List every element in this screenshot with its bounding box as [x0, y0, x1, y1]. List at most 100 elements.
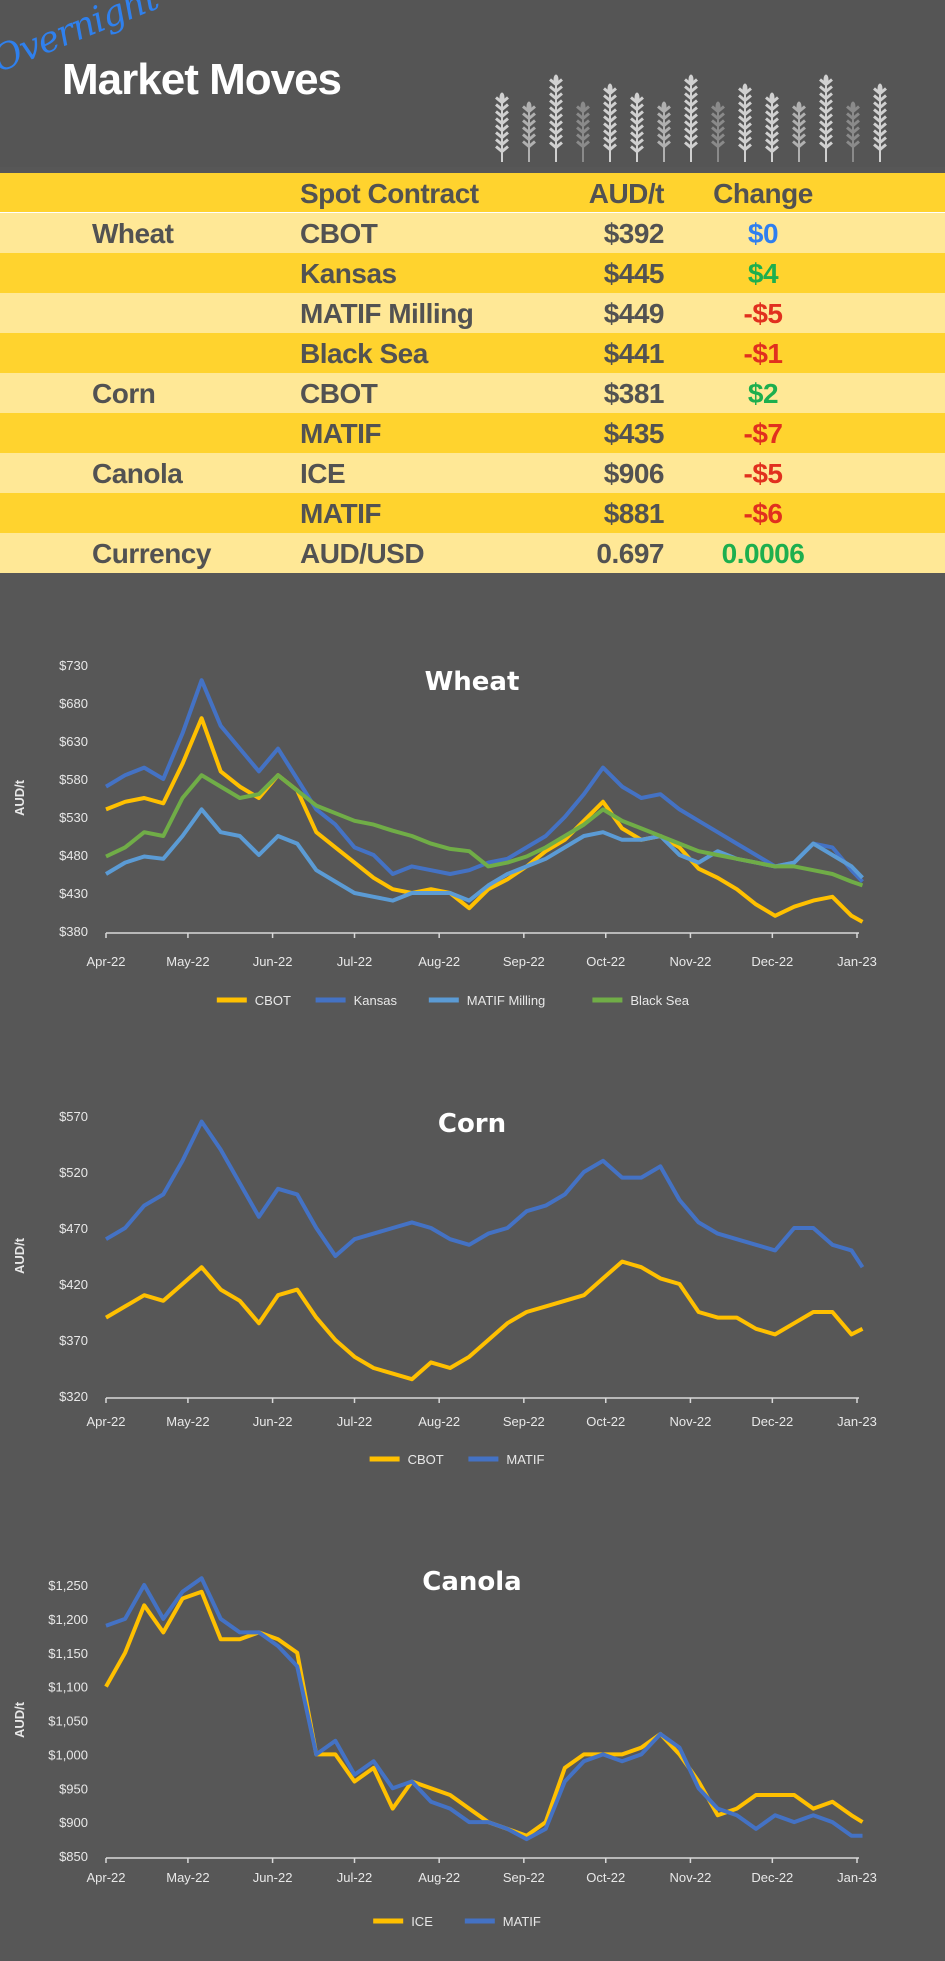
y-tick-label: $730 — [59, 658, 88, 673]
price-cell: $435 — [603, 418, 665, 449]
x-tick-label: May-22 — [166, 954, 209, 969]
legend-label: MATIF — [503, 1914, 541, 1929]
change-cell: $4 — [747, 258, 779, 289]
y-axis-label: AUD/t — [12, 1701, 27, 1738]
series-line-matif — [105, 1576, 863, 1842]
x-tick-label: Oct-22 — [586, 1870, 625, 1885]
legend-item: CBOT — [216, 993, 291, 1008]
price-cell: $381 — [603, 378, 665, 409]
wheat-ear-icon — [522, 101, 536, 162]
wheat-ear-icon — [549, 74, 563, 162]
y-tick-label: $470 — [59, 1221, 88, 1236]
y-tick-label: $1,050 — [48, 1714, 88, 1729]
wheat-ear-icon — [657, 101, 671, 162]
legend-item: CBOT — [369, 1452, 444, 1467]
table-header-row: Spot Contract AUD/t Change — [0, 173, 945, 213]
x-tick-label: Aug-22 — [418, 954, 460, 969]
chart-wheat: Wheat AUD/t $380 $430 $480 $530 $580 $630 $680 $7… — [12, 658, 877, 1008]
y-tick-label: $1,200 — [48, 1612, 88, 1627]
prices-table: Spot Contract AUD/t Change Wheat CBOT $392… — [0, 173, 945, 573]
x-tick-label: Sep-22 — [503, 1870, 545, 1885]
y-tick-label: $570 — [59, 1109, 88, 1124]
change-cell: -$5 — [743, 298, 783, 329]
wheat-ear-icon — [576, 101, 590, 162]
legend-label: MATIF — [506, 1452, 544, 1467]
series-line-matif — [104, 1119, 865, 1269]
contract-cell: Black Sea — [300, 338, 428, 369]
wheat-ear-icon — [792, 101, 806, 162]
wheat-ears-icon — [495, 74, 887, 162]
wheat-ear-icon — [765, 92, 779, 162]
contract-cell: AUD/USD — [300, 538, 425, 569]
table-row: MATIF Milling $449 -$5 — [0, 293, 945, 333]
wheat-ear-icon — [603, 83, 617, 162]
change-cell: $2 — [747, 378, 779, 409]
legend-item: MATIF Milling — [428, 993, 545, 1008]
y-tick-label: $1,250 — [48, 1578, 88, 1593]
change-cell: 0.0006 — [721, 538, 805, 569]
series-line-ice — [104, 1589, 864, 1838]
series-line-cbot — [105, 716, 864, 924]
y-tick-label: $480 — [59, 848, 88, 863]
y-tick-label: $850 — [59, 1849, 88, 1864]
x-tick-label: Jul-22 — [337, 1414, 372, 1429]
wheat-ear-icon — [630, 92, 644, 162]
wheat-ear-icon — [684, 74, 698, 162]
x-tick-label: Jun-22 — [253, 954, 293, 969]
legend-label: CBOT — [408, 1452, 444, 1467]
contract-cell: Kansas — [300, 258, 397, 289]
y-tick-label: $580 — [59, 772, 88, 787]
y-tick-label: $380 — [59, 924, 88, 939]
change-cell: $0 — [747, 218, 779, 249]
contract-cell: MATIF — [300, 498, 381, 529]
x-tick-label: Apr-22 — [86, 954, 125, 969]
legend-item: Black Sea — [592, 993, 690, 1008]
chart-title: Wheat — [425, 667, 520, 697]
y-tick-label: $420 — [59, 1277, 88, 1292]
header-banner: Overnight Market Moves — [0, 0, 945, 167]
series-line-kansas — [104, 678, 864, 883]
table-row: Currency AUD/USD 0.697 0.0006 — [0, 533, 945, 573]
legend-item: ICE — [373, 1914, 433, 1929]
contract-cell: CBOT — [300, 218, 378, 249]
x-tick-label: Oct-22 — [586, 954, 625, 969]
x-tick-label: Jan-23 — [837, 1870, 877, 1885]
legend-item: MATIF — [464, 1914, 541, 1929]
header-title: Market Moves — [62, 55, 342, 104]
column-header-price: AUD/t — [588, 178, 665, 209]
wheat-ear-icon — [738, 83, 752, 162]
legend-label: Kansas — [354, 993, 398, 1008]
legend-label: Black Sea — [630, 993, 689, 1008]
chart-title: Corn — [438, 1109, 506, 1139]
table-row: Wheat CBOT $392 $0 — [0, 213, 945, 253]
x-tick-label: Jan-23 — [837, 1414, 877, 1429]
legend-item: MATIF — [468, 1452, 544, 1467]
y-tick-label: $320 — [59, 1389, 88, 1404]
y-tick-label: $680 — [59, 696, 88, 711]
table-row: MATIF $435 -$7 — [0, 413, 945, 453]
y-tick-label: $530 — [59, 810, 88, 825]
legend-item: Kansas — [315, 993, 398, 1008]
x-tick-label: Nov-22 — [669, 1870, 711, 1885]
x-tick-label: Dec-22 — [751, 1870, 793, 1885]
y-axis-label: AUD/t — [12, 1237, 27, 1274]
y-tick-label: $520 — [59, 1165, 88, 1180]
x-tick-label: Sep-22 — [503, 954, 545, 969]
series-line-black-sea — [105, 773, 864, 888]
y-axis-label: AUD/t — [12, 779, 27, 816]
category-cell: Currency — [92, 538, 211, 569]
chart-canola: Canola AUD/t $850 $900 $950 $1,000 $1,050 $1,10… — [12, 1567, 877, 1929]
change-cell: -$6 — [743, 498, 783, 529]
category-cell: Corn — [92, 378, 156, 409]
y-tick-label: $630 — [59, 734, 88, 749]
x-tick-label: May-22 — [166, 1870, 209, 1885]
x-tick-label: Nov-22 — [669, 1414, 711, 1429]
x-tick-label: Dec-22 — [751, 1414, 793, 1429]
y-tick-label: $900 — [59, 1815, 88, 1830]
table-row: Corn CBOT $381 $2 — [0, 373, 945, 413]
x-tick-label: Jan-23 — [837, 954, 877, 969]
series-line-cbot — [104, 1259, 864, 1382]
y-tick-label: $950 — [59, 1781, 88, 1796]
x-tick-label: Aug-22 — [418, 1414, 460, 1429]
y-tick-label: $1,000 — [48, 1747, 88, 1762]
